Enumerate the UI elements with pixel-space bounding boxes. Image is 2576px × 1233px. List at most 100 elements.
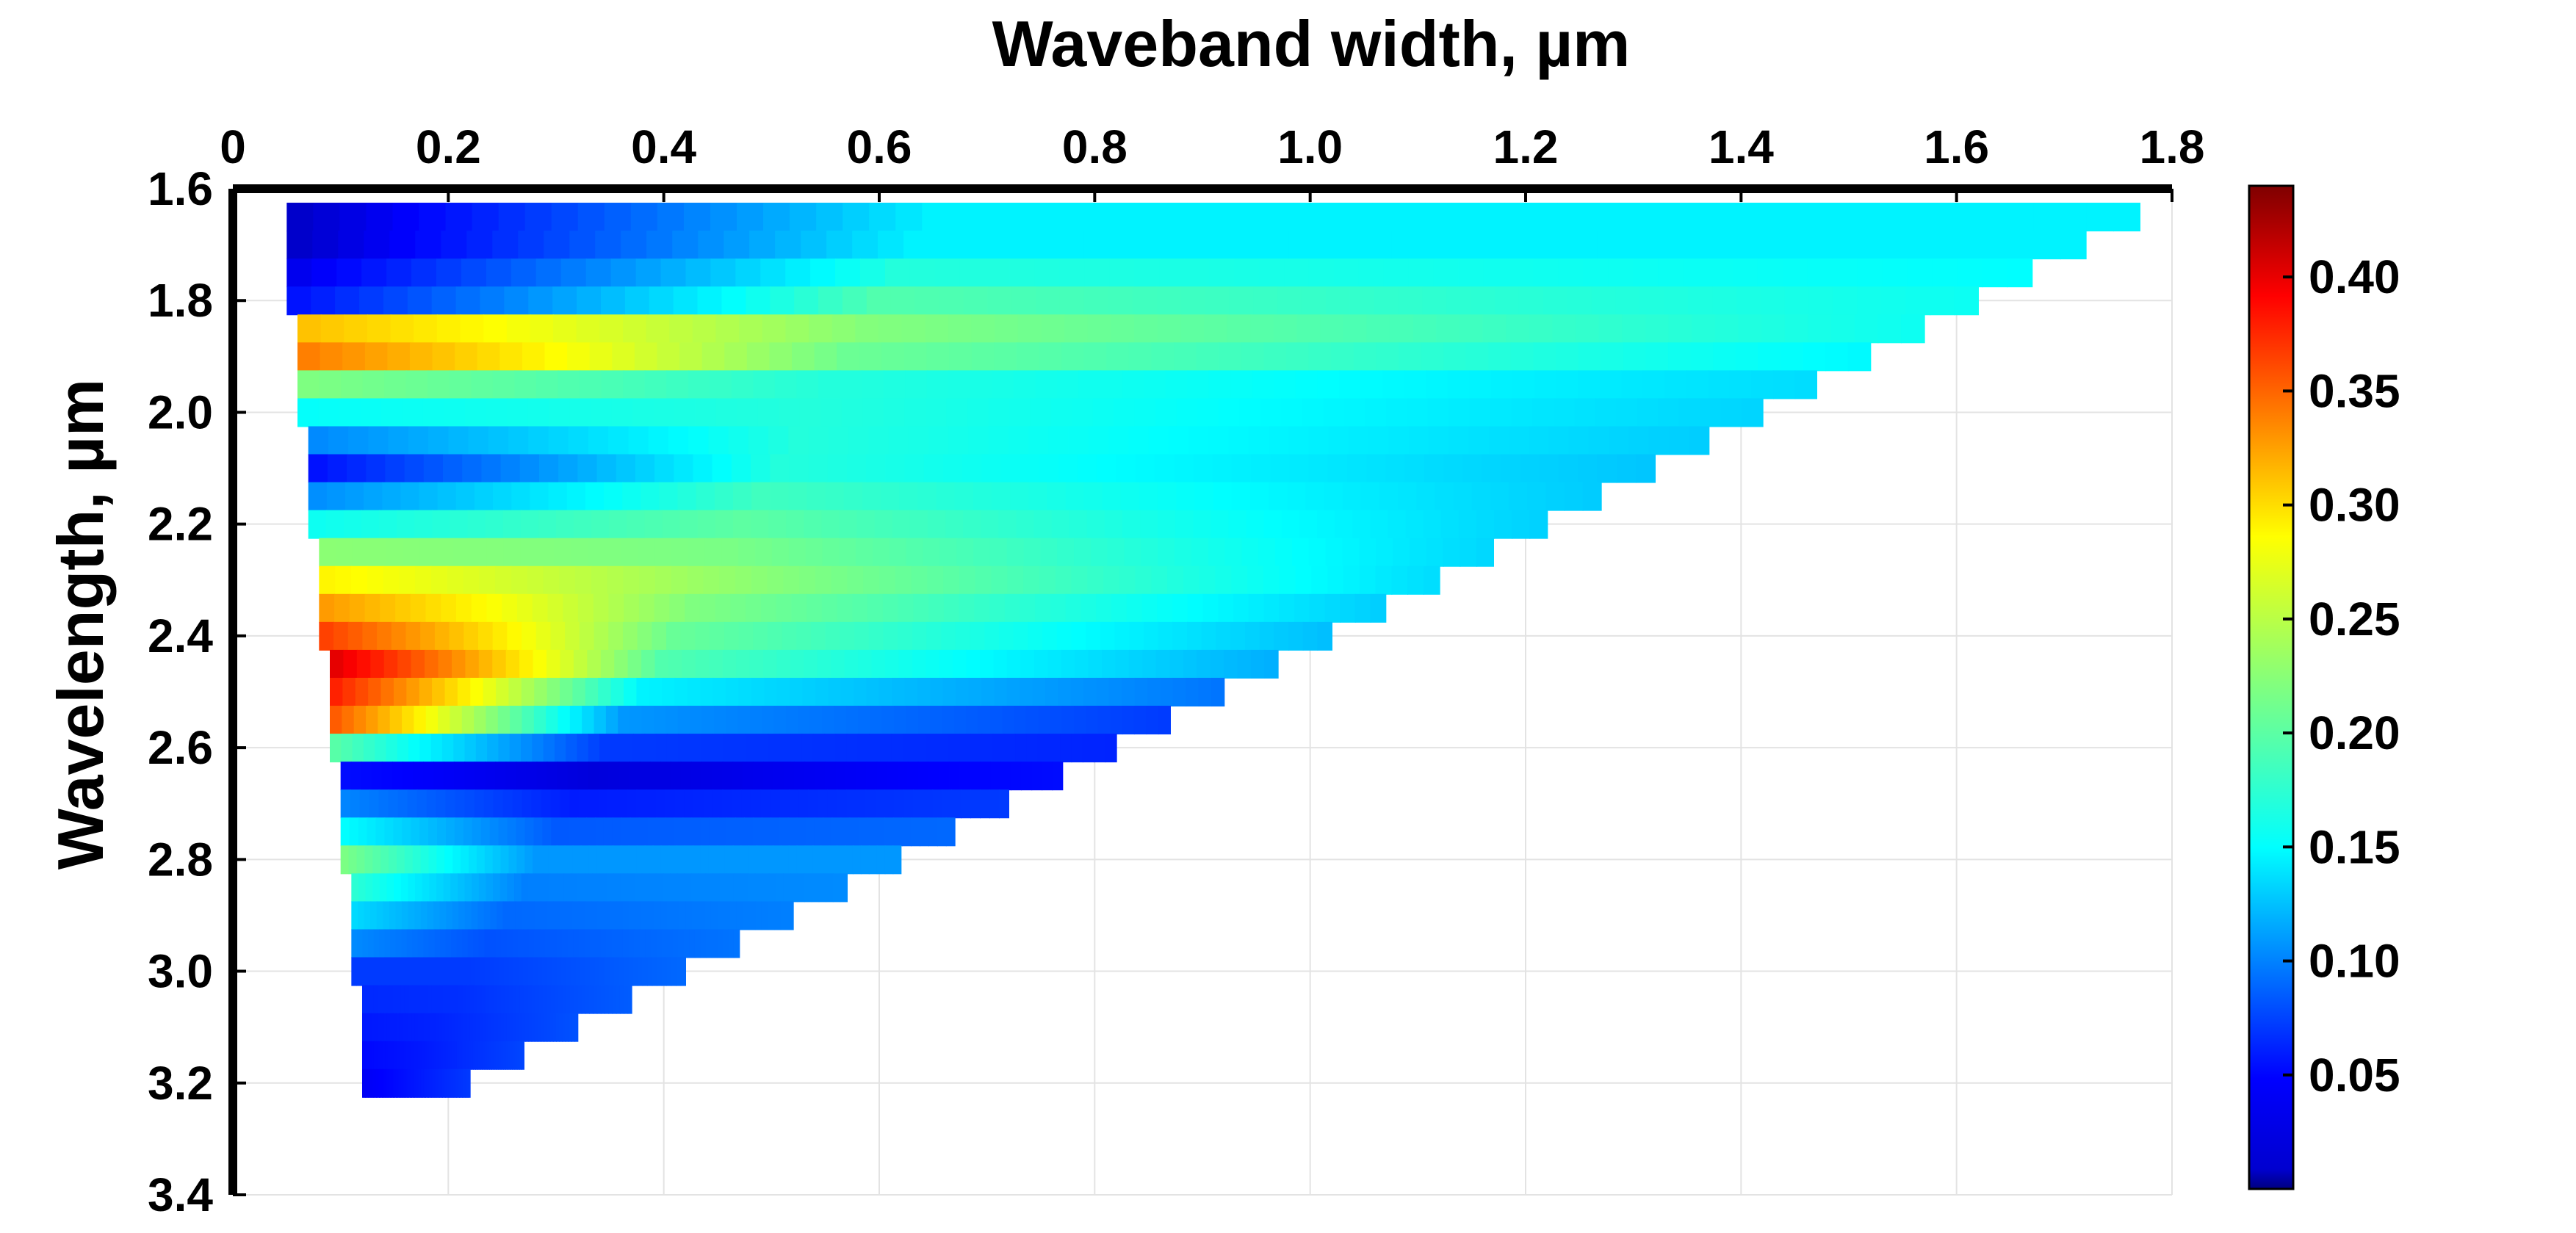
- heatmap-cell: [881, 342, 905, 372]
- heatmap-cell: [516, 1013, 520, 1042]
- heatmap-cell: [1201, 621, 1217, 651]
- heatmap-cell: [862, 482, 882, 511]
- heatmap-cell: [537, 957, 544, 986]
- heatmap-cell: [365, 873, 374, 903]
- heatmap-cell: [552, 957, 558, 986]
- heatmap-cell: [1648, 426, 1670, 455]
- heatmap-cell: [441, 231, 468, 260]
- heatmap-cell: [441, 957, 448, 986]
- heatmap-cell: [577, 203, 605, 232]
- heatmap-cell: [436, 314, 461, 344]
- heatmap-cell: [1167, 565, 1185, 595]
- heatmap-cell: [630, 203, 658, 232]
- heatmap-cell: [695, 621, 711, 651]
- heatmap-cell: [925, 734, 937, 763]
- heatmap-cell: [375, 957, 381, 986]
- heatmap-cell: [522, 342, 546, 372]
- heatmap-cell: [1645, 314, 1670, 344]
- heatmap-cell: [1184, 258, 1211, 288]
- heatmap-cell: [774, 370, 798, 399]
- heatmap-cell: [829, 845, 838, 875]
- heatmap-cell: [1325, 538, 1343, 567]
- heatmap-cell: [384, 817, 394, 847]
- heatmap-cell: [1302, 398, 1324, 427]
- heatmap-cell: [339, 398, 361, 427]
- heatmap-cell: [412, 762, 424, 791]
- heatmap-cell: [1490, 482, 1509, 511]
- heatmap-cell: [1155, 398, 1177, 427]
- heatmap-cell: [378, 789, 389, 819]
- heatmap-cell: [794, 286, 820, 316]
- heatmap-cell: [1359, 538, 1377, 567]
- heatmap-cell: [653, 398, 675, 427]
- heatmap-cell: [908, 426, 930, 455]
- heatmap-cell: [500, 985, 505, 1014]
- heatmap-cell: [577, 286, 602, 316]
- heatmap-cell: [579, 621, 595, 651]
- heatmap-cell: [533, 649, 548, 679]
- heatmap-cell: [434, 929, 441, 958]
- heatmap-cell: [650, 929, 657, 958]
- heatmap-cell: [477, 901, 485, 930]
- heatmap-cell: [923, 454, 944, 483]
- heatmap-cell: [1543, 286, 1568, 316]
- heatmap-cell: [385, 1069, 388, 1098]
- heatmap-cell: [369, 985, 375, 1014]
- heatmap-cell: [604, 203, 632, 232]
- heatmap-cell: [831, 817, 842, 847]
- heatmap-cell: [413, 957, 419, 986]
- heatmap-cell: [876, 762, 888, 791]
- heatmap-cell: [413, 1069, 416, 1098]
- heatmap-cell: [1416, 482, 1436, 511]
- heatmap-cell: [1011, 286, 1037, 316]
- heatmap-cell: [927, 565, 945, 595]
- heatmap-cell: [1784, 286, 1810, 316]
- heatmap-cell: [1133, 203, 1161, 232]
- heatmap-cell: [443, 1041, 447, 1070]
- heatmap-cell: [365, 1069, 368, 1098]
- heatmap-cell: [1658, 258, 1684, 288]
- heatmap-cell: [654, 901, 662, 930]
- heatmap-cell: [1957, 231, 1984, 260]
- heatmap-cell: [835, 762, 847, 791]
- heatmap-cell: [584, 929, 591, 958]
- heatmap-cell: [1055, 565, 1072, 595]
- heatmap-cell: [719, 873, 728, 903]
- heatmap-cell: [859, 342, 883, 372]
- heatmap-cell: [789, 454, 809, 483]
- heatmap-cell: [475, 1041, 479, 1070]
- heatmap-cell: [1289, 454, 1310, 483]
- heatmap-cell: [411, 649, 426, 679]
- heatmap-cell: [892, 677, 906, 707]
- heatmap-cell: [1808, 314, 1833, 344]
- heatmap-cell: [547, 593, 564, 623]
- heatmap-cell: [688, 538, 706, 567]
- heatmap-cell: [763, 762, 775, 791]
- heatmap-cell: [415, 1041, 419, 1070]
- heatmap-cell: [441, 734, 455, 763]
- heatmap-cell: [815, 677, 829, 707]
- heatmap-cell: [516, 1041, 520, 1070]
- heatmap-cell: [419, 677, 433, 707]
- heatmap-cell: [968, 426, 989, 455]
- heatmap-cell: [1795, 203, 1823, 232]
- heatmap-cell: [297, 314, 322, 344]
- heatmap-cell: [445, 1069, 448, 1098]
- heatmap-cell: [1275, 538, 1293, 567]
- heatmap-cell: [616, 901, 624, 930]
- heatmap-cell: [1751, 370, 1774, 399]
- heatmap-cell: [697, 286, 723, 316]
- x-tick-label: 1.8: [2140, 120, 2205, 173]
- heatmap-cell: [591, 565, 608, 595]
- heatmap-cell: [1494, 510, 1513, 539]
- heatmap-cell: [363, 734, 376, 763]
- heatmap-cell: [1346, 454, 1368, 483]
- heatmap-cell: [1183, 565, 1200, 595]
- heatmap-cell: [1556, 370, 1579, 399]
- heatmap-cell: [764, 677, 778, 707]
- heatmap-cell: [1004, 593, 1021, 623]
- heatmap-cell: [1735, 342, 1759, 372]
- heatmap-cell: [882, 593, 899, 623]
- heatmap-cell: [670, 873, 678, 903]
- heatmap-cell: [466, 1041, 469, 1070]
